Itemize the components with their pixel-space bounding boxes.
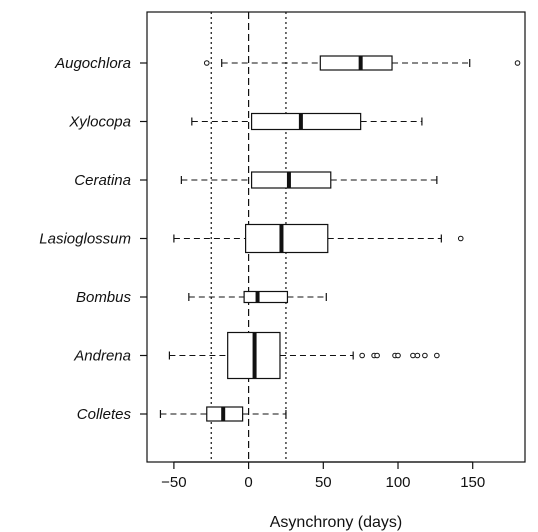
y-tick-label: Xylocopa	[68, 114, 131, 131]
box-iqr	[250, 112, 362, 131]
y-tick-label: Bombus	[76, 289, 132, 306]
y-tick-label: Andrena	[73, 348, 131, 365]
outlier-point	[359, 352, 365, 359]
box-colletes	[159, 406, 287, 422]
x-tick-label: −50	[161, 474, 186, 491]
x-tick-label: 0	[244, 474, 252, 491]
box-ceratina	[180, 171, 438, 189]
y-tick-label: Augochlora	[54, 55, 131, 72]
outlier-point	[457, 235, 464, 242]
box-iqr	[243, 290, 289, 304]
outlier-point	[414, 352, 421, 359]
x-axis-title: Asynchrony (days)	[270, 514, 403, 531]
x-tick-label: 100	[385, 474, 410, 491]
x-tick-label: 150	[460, 474, 485, 491]
y-tick-label: Ceratina	[74, 172, 131, 189]
outlier-point	[410, 352, 416, 359]
box-series	[159, 55, 521, 422]
outlier-point	[514, 60, 521, 66]
box-lasioglossum	[173, 223, 464, 254]
plot-frame	[146, 11, 526, 463]
outlier-point	[374, 352, 380, 359]
outlier-point	[395, 352, 401, 359]
outlier-point	[203, 60, 210, 66]
box-xylocopa	[191, 112, 423, 131]
box-bombus	[188, 290, 327, 304]
x-axis: −50 0 50 100 150	[161, 461, 485, 491]
outlier-point	[422, 352, 428, 359]
y-tick-label: Colletes	[77, 406, 132, 423]
box-iqr	[319, 55, 393, 71]
y-tick-label: Lasioglossum	[39, 231, 131, 248]
box-andrena	[168, 331, 440, 380]
outlier-point	[434, 352, 440, 359]
box-augochlora	[203, 55, 521, 71]
y-axis: Augochlora Xylocopa Ceratina Lasioglossum Bo…	[39, 55, 147, 423]
box-iqr	[245, 223, 329, 254]
box-iqr	[250, 171, 332, 189]
x-tick-label: 50	[315, 474, 332, 491]
